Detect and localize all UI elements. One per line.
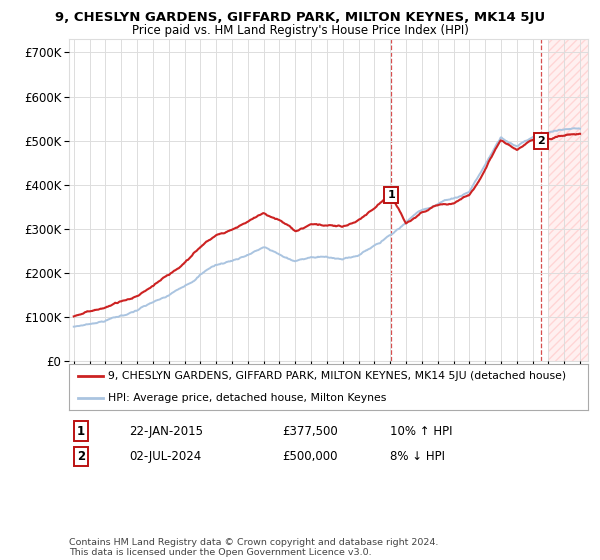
Text: 1: 1 xyxy=(387,190,395,200)
Text: 22-JAN-2015: 22-JAN-2015 xyxy=(129,424,203,438)
Text: 02-JUL-2024: 02-JUL-2024 xyxy=(129,450,201,463)
Text: HPI: Average price, detached house, Milton Keynes: HPI: Average price, detached house, Milt… xyxy=(108,393,386,403)
Text: 2: 2 xyxy=(77,450,85,463)
Text: 1: 1 xyxy=(77,424,85,438)
Text: £377,500: £377,500 xyxy=(282,424,338,438)
Text: Price paid vs. HM Land Registry's House Price Index (HPI): Price paid vs. HM Land Registry's House … xyxy=(131,24,469,36)
Text: 2: 2 xyxy=(536,136,544,146)
Text: 9, CHESLYN GARDENS, GIFFARD PARK, MILTON KEYNES, MK14 5JU (detached house): 9, CHESLYN GARDENS, GIFFARD PARK, MILTON… xyxy=(108,371,566,381)
Text: 8% ↓ HPI: 8% ↓ HPI xyxy=(390,450,445,463)
Text: 10% ↑ HPI: 10% ↑ HPI xyxy=(390,424,452,438)
Text: Contains HM Land Registry data © Crown copyright and database right 2024.
This d: Contains HM Land Registry data © Crown c… xyxy=(69,538,439,557)
Bar xyxy=(548,39,588,361)
Text: 9, CHESLYN GARDENS, GIFFARD PARK, MILTON KEYNES, MK14 5JU: 9, CHESLYN GARDENS, GIFFARD PARK, MILTON… xyxy=(55,11,545,24)
Text: £500,000: £500,000 xyxy=(282,450,337,463)
Bar xyxy=(548,39,588,361)
